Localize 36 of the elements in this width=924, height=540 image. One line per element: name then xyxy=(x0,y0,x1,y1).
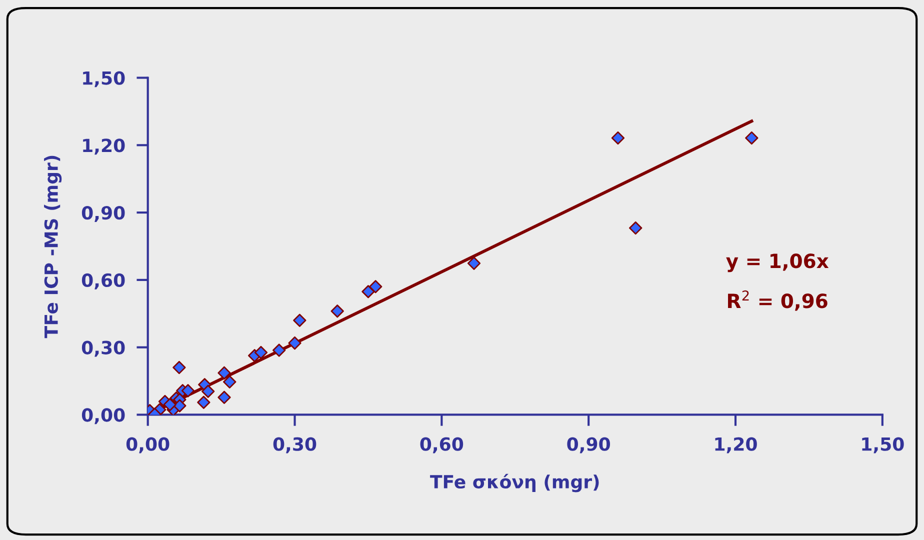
y-tick-label: 0,60 xyxy=(82,273,125,290)
point xyxy=(368,280,382,294)
point xyxy=(330,304,344,318)
point xyxy=(745,131,758,145)
y-tick-label: 1,50 xyxy=(83,71,125,88)
point xyxy=(218,390,231,404)
point xyxy=(218,366,231,380)
point xyxy=(201,384,215,398)
x-axis-title: TFe σκόνη (mgr) xyxy=(430,474,599,492)
x-tick-label: 0,60 xyxy=(420,437,464,454)
point xyxy=(362,285,375,298)
point xyxy=(288,336,302,350)
point xyxy=(197,396,210,409)
point xyxy=(629,221,642,235)
point xyxy=(181,384,195,398)
y-tick-label: 0,30 xyxy=(82,340,125,357)
y-tick-label: 0,00 xyxy=(82,408,125,424)
point xyxy=(254,346,268,360)
point xyxy=(611,131,625,145)
annotation: R$^{2}$ = 0,96 xyxy=(728,290,828,311)
point xyxy=(223,375,236,389)
x-tick-label: 1,50 xyxy=(862,437,904,454)
x-tick-label: 0,00 xyxy=(126,437,170,454)
y-tick-label: 0,90 xyxy=(82,206,125,222)
x-tick-label: 1,20 xyxy=(715,437,757,454)
y-tick-label: 1,20 xyxy=(83,138,125,155)
point xyxy=(173,399,186,412)
point xyxy=(172,360,186,374)
point xyxy=(163,398,176,412)
point xyxy=(293,314,306,327)
x-tick-label: 0,90 xyxy=(567,437,610,454)
y-axis-title: TFe ICP -MS (mgr) xyxy=(44,156,62,338)
point xyxy=(272,344,286,357)
annotation: y = 1,06x xyxy=(726,254,829,272)
point xyxy=(467,256,481,270)
x-tick-label: 0,30 xyxy=(273,437,316,454)
